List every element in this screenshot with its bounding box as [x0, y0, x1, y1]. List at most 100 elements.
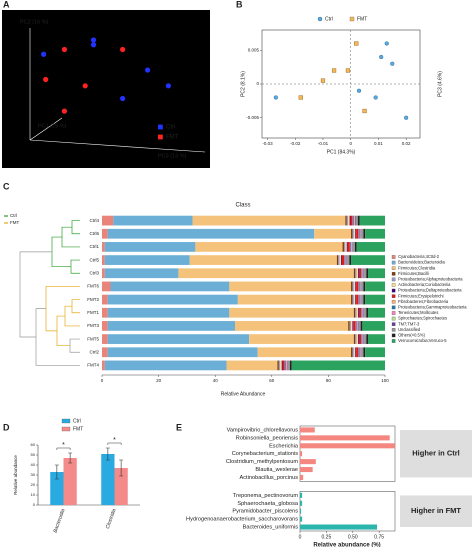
legend-swatch: [391, 277, 396, 282]
bar-segment: [351, 228, 353, 239]
y-tick-label: 0.005: [248, 47, 260, 52]
x-tick-label: 60: [269, 378, 275, 383]
bar-segment: [102, 215, 114, 226]
bar: [300, 500, 303, 506]
bar-segment: [107, 307, 230, 318]
bar-segment: [368, 268, 385, 279]
bar-segment: [226, 360, 278, 371]
bar-segment: [104, 268, 179, 279]
x-tick-label: 40: [213, 378, 219, 383]
point: [165, 83, 171, 89]
point: [390, 61, 395, 66]
bar-segment: [352, 242, 353, 252]
bar-segment: [358, 268, 359, 279]
group-label: FMT: [10, 220, 19, 225]
bar-segment: [359, 294, 361, 305]
group-label: Higher in Ctrl: [412, 449, 460, 458]
bar-segment: [353, 307, 356, 318]
category-label: Vampirovibrio_chlorellavorus: [227, 427, 299, 433]
legend-label: TM7;TM7-3: [398, 321, 420, 326]
panel-label: C: [3, 181, 10, 191]
bar-segment: [353, 228, 356, 239]
point: [82, 83, 88, 89]
bar-segment: [107, 228, 315, 239]
bar-segment: [352, 294, 354, 305]
bar-segment: [356, 347, 359, 358]
bar-segment: [355, 281, 357, 292]
category-label: Blautia_wexlerae: [255, 467, 298, 473]
bar-segment: [102, 307, 108, 318]
bar-segment: [355, 215, 356, 226]
legend-swatch: [158, 124, 163, 130]
bar: [300, 508, 302, 514]
legend-swatch: [391, 260, 396, 265]
legend-swatch: [349, 16, 355, 22]
legend-swatch: [391, 316, 396, 321]
bar-segment: [349, 255, 352, 265]
axis-line: [29, 117, 63, 141]
dendrogram-link: [35, 308, 80, 366]
bar-segment: [289, 360, 292, 371]
bar-segment: [366, 268, 369, 279]
y-tick-label: 60: [31, 442, 36, 447]
bar-segment: [359, 228, 361, 239]
legend-label: Tenericutes;Mollicutes: [398, 310, 438, 315]
point: [404, 115, 409, 120]
group-label: Higher in FMT: [411, 506, 461, 515]
bar-segment: [357, 321, 359, 331]
bar-segment: [355, 307, 357, 318]
bar-segment: [291, 360, 385, 371]
bar-segment: [365, 281, 385, 292]
bar: [300, 435, 390, 441]
bar: [300, 467, 313, 473]
bar-segment: [355, 334, 357, 344]
bar-segment: [345, 215, 347, 226]
bar-segment: [360, 228, 362, 239]
legend-label: FMT: [73, 426, 83, 432]
legend-label: Actinobacteria;Coriobacteriia: [398, 282, 451, 287]
bar-segment: [361, 347, 364, 358]
bar-segment: [102, 347, 108, 358]
row-label: FMT2: [87, 297, 99, 302]
group-box: [400, 430, 472, 478]
point: [145, 67, 151, 73]
panel-label: A: [3, 0, 10, 9]
legend-label: Unclassified: [398, 327, 421, 332]
legend-swatch: [391, 305, 396, 310]
bar-segment: [356, 281, 359, 292]
legend-swatch: [391, 322, 396, 326]
y-tick-label: 0: [256, 81, 259, 86]
bar-segment: [107, 321, 236, 331]
bar-segment: [278, 360, 281, 371]
point: [331, 68, 337, 73]
bar-segment: [358, 228, 360, 239]
bar-segment: [353, 215, 354, 226]
bar: [300, 492, 303, 498]
bar-segment: [358, 334, 362, 344]
dendrogram-link: [64, 305, 80, 327]
point: [120, 95, 126, 102]
point: [362, 108, 367, 114]
dendrogram-link: [61, 226, 80, 248]
row-label: Ctrl6: [89, 231, 99, 236]
row-label: Ctrl3: [89, 270, 99, 275]
x-tick-label: 20: [156, 378, 162, 383]
axis-line: [29, 139, 206, 153]
dendrogram-link: [71, 220, 80, 235]
bar-segment: [358, 321, 361, 331]
y-label: PC2 (16 %): [20, 19, 49, 25]
panel-label: D: [3, 422, 10, 432]
bar-segment: [363, 294, 366, 305]
legend-swatch: [391, 339, 396, 343]
legend-label: Cyanobacteria;4C0d-2: [398, 254, 440, 259]
x-label: PC1 (25 %): [38, 123, 67, 129]
row-label: Ctrl5: [89, 257, 99, 262]
bar-segment: [102, 255, 105, 265]
panel-label: E: [176, 422, 182, 432]
y-tick-label: 40: [31, 462, 36, 467]
bar-segment: [356, 334, 359, 344]
bar-segment: [102, 268, 105, 279]
legend-swatch: [391, 255, 396, 259]
bar-segment: [363, 334, 365, 344]
x-label: Relative abundance (%): [313, 543, 380, 547]
